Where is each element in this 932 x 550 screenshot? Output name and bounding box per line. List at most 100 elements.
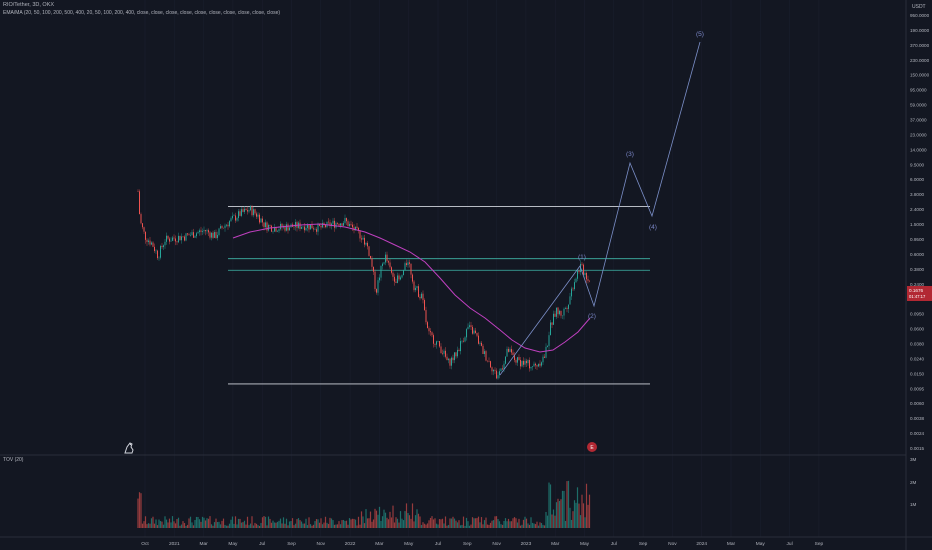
time-tick-label: Mar <box>551 541 560 547</box>
candle-body <box>485 351 487 361</box>
wave-path[interactable] <box>499 41 701 376</box>
time-tick-label: Sep <box>463 541 472 547</box>
candle-body <box>476 333 478 336</box>
volume-bar <box>288 521 291 528</box>
volume-bar <box>480 517 483 528</box>
volume-bar <box>402 520 405 528</box>
elliott-wave-projection[interactable]: (1) (2) (3) (4) (5) <box>499 31 704 376</box>
candle-body <box>424 300 425 311</box>
horizontal-levels[interactable] <box>228 206 650 385</box>
candle-body <box>383 262 385 264</box>
volume-bar <box>567 480 570 528</box>
candle-body <box>547 345 548 347</box>
volume-bar <box>246 516 249 528</box>
volume-bar <box>209 516 211 528</box>
volume-bar <box>185 525 187 528</box>
volume-bar <box>249 523 252 528</box>
volume-bar <box>273 522 276 528</box>
volume-bar <box>428 520 430 528</box>
volume-bar <box>159 521 162 528</box>
candle-body <box>574 282 575 289</box>
candle-body <box>554 313 556 317</box>
candle-body <box>362 237 364 240</box>
candle-body <box>317 223 319 232</box>
symbol-title[interactable]: RIO/Tether, 3D, OKX <box>3 2 55 8</box>
volume-bar <box>533 523 535 528</box>
candle-body <box>139 191 140 215</box>
time-axis[interactable]: Oct 2021 Mar May Jul Sep Nov 2022 Mar May Jul Sep No… <box>141 541 823 547</box>
price-tick-label: 150.0000 <box>910 73 930 78</box>
volume-bar <box>158 519 160 528</box>
candle-body <box>503 363 505 370</box>
wave-label[interactable]: (5) <box>696 31 704 38</box>
candle-body <box>142 223 143 228</box>
candle-body <box>532 366 533 367</box>
volume-bar <box>344 520 346 528</box>
candle-body <box>188 234 190 236</box>
price-tick-label: 0.2400 <box>910 282 924 287</box>
candle-body <box>334 220 335 228</box>
candle-body <box>556 307 557 317</box>
time-tick-label: 2023 <box>521 541 532 547</box>
wave-label[interactable]: (4) <box>649 224 657 231</box>
indicator-legend[interactable]: EMA/MA (20, 50, 100, 200, 500, 400, 20, … <box>3 10 281 16</box>
candle-body <box>191 232 193 235</box>
candle-body <box>502 368 503 370</box>
wave-label[interactable]: (2) <box>588 313 596 320</box>
candle-body <box>212 232 214 238</box>
volume-bar <box>563 490 565 528</box>
candle-body <box>391 267 392 273</box>
candle-body <box>418 286 419 297</box>
candle-body <box>529 360 530 369</box>
candle-body <box>520 359 521 367</box>
volume-bar <box>155 519 157 528</box>
candle-body <box>205 230 206 232</box>
candle-body <box>578 270 580 273</box>
candle-body <box>163 245 164 248</box>
price-tick-label: 0.0150 <box>910 371 924 376</box>
candle-body <box>497 375 499 379</box>
volume-bar <box>557 498 559 528</box>
volume-bar <box>372 519 375 528</box>
volume-bar <box>200 521 202 528</box>
candle-body <box>539 363 541 366</box>
price-axis[interactable]: 950.0000 190.0000 370.0000 230.0000 150.0000… <box>907 13 932 451</box>
volume-bar <box>314 521 316 528</box>
volume-bar <box>434 518 436 528</box>
volume-bar <box>575 502 577 528</box>
candle-body <box>262 218 263 223</box>
candle-body <box>311 224 313 229</box>
currency-label[interactable]: USDT <box>912 4 926 10</box>
candle-body <box>382 263 383 266</box>
candle-body <box>460 341 461 352</box>
wave-label[interactable]: (1) <box>578 254 586 261</box>
volume-bar <box>287 525 289 528</box>
candle-body <box>151 242 152 245</box>
price-tick-label: 230.0000 <box>910 58 930 63</box>
wave-label[interactable]: (3) <box>626 151 634 158</box>
volume-bar <box>342 519 345 528</box>
volume-bar <box>515 518 517 528</box>
candle-body <box>508 348 509 352</box>
volume-bar <box>468 525 471 528</box>
candle-body <box>470 325 472 327</box>
volume-tick-label: 3M <box>910 457 917 462</box>
candle-body <box>451 357 452 366</box>
candle-body <box>223 227 224 229</box>
candle-body <box>328 221 329 223</box>
volume-bar <box>542 524 544 528</box>
tradingview-logo-icon[interactable] <box>124 442 134 454</box>
volume-bar <box>383 509 385 528</box>
candle-body <box>281 223 283 228</box>
volume-bar <box>425 524 427 528</box>
candle-body <box>344 218 346 223</box>
candle-body <box>541 362 542 366</box>
price-tick-label: 0.9500 <box>910 237 924 242</box>
volume-legend[interactable]: TOV (20) <box>3 457 24 463</box>
event-marker-icon[interactable]: E <box>587 442 597 452</box>
volume-bar <box>179 525 181 528</box>
candle-body <box>196 233 197 237</box>
volume-bar <box>440 519 442 528</box>
time-tick-label: Jul <box>611 541 617 547</box>
